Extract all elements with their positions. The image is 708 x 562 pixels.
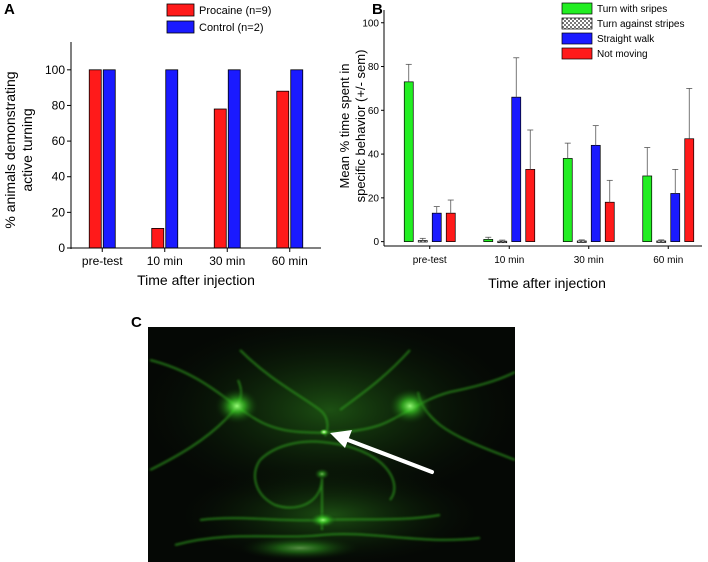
legend-label-not-moving: Not moving — [597, 49, 648, 60]
panel-label-c: C — [131, 314, 142, 331]
x-axis-title-a: Time after injection — [137, 272, 255, 288]
bar-not-moving-pre-test — [445, 212, 456, 242]
bar-control-n-2-60-min — [290, 69, 304, 249]
bar-control-n-2-pre-test — [102, 69, 116, 249]
bar-not-moving-60-min — [684, 138, 695, 242]
labeled-neuron — [319, 428, 329, 436]
legend-b: Turn with sripes Turn against stripes Stra… — [561, 2, 684, 60]
x-tick-label-a-10-min: 10 min — [147, 254, 183, 268]
panel-label-a: A — [4, 1, 15, 18]
x-tick-label-a-30-min: 30 min — [209, 254, 245, 268]
x-tick-label-a-60-min: 60 min — [272, 254, 308, 268]
x-tick-label-b-pre-test: pre-test — [413, 255, 447, 266]
legend-swatch-straight-walk — [561, 32, 593, 45]
y-axis-title-a-line2: active turning — [19, 108, 35, 191]
y-tick-label-a: 80 — [52, 98, 66, 112]
legend-label-turn-against-stripes: Turn against stripes — [597, 19, 684, 30]
y-axis-title-b-line2: specific behavior (+/- sem) — [353, 50, 368, 203]
ticks-a: 0 20 40 60 80 100 pre-test 10 min 30 min 60 min — [45, 63, 308, 268]
legend-swatch-turn-with-sripes — [561, 2, 593, 15]
neuron-cluster-left — [215, 388, 259, 424]
legend-label-straight-walk: Straight walk — [597, 34, 655, 45]
ventral-glow — [309, 512, 337, 528]
legend-swatch-not-moving — [561, 47, 593, 60]
bar-procaine-n-9-10-min — [151, 227, 165, 249]
y-tick-label-b: 60 — [368, 106, 380, 117]
bar-straight-walk-pre-test — [431, 212, 442, 242]
y-tick-label-a: 40 — [52, 170, 66, 184]
y-tick-label-a: 0 — [58, 241, 65, 255]
legend-swatch-control-n-2 — [166, 20, 195, 34]
ticks-b: 0 20 40 60 80 100 pre-test 10 min 30 min 60 min — [362, 18, 683, 266]
legend-swatch-turn-against-stripes — [561, 17, 593, 30]
panel-label-b: B — [372, 1, 383, 18]
bar-turn-with-sripes-30-min — [562, 158, 573, 242]
bar-straight-walk-10-min — [511, 96, 522, 242]
lower-glow — [240, 536, 360, 560]
y-axis-title-b-line1: Mean % time spent in — [337, 63, 352, 188]
legend-label-control-n-2: Control (n=2) — [199, 22, 264, 34]
x-tick-label-b-30-min: 30 min — [574, 255, 604, 266]
y-tick-label-b: 0 — [373, 237, 379, 248]
bar-turn-with-sripes-10-min — [483, 239, 494, 242]
legend-label-turn-with-sripes: Turn with sripes — [597, 4, 667, 15]
bar-turn-against-stripes-30-min — [576, 240, 587, 243]
chart-b: Turn with sripes Turn against stripes Stra… — [337, 2, 702, 291]
midline-glow — [314, 468, 330, 480]
bar-procaine-n-9-30-min — [213, 108, 227, 249]
bar-straight-walk-30-min — [590, 144, 601, 242]
chart-a: Procaine (n=9) Control (n=2) 0 20 40 60 80 100… — [2, 3, 321, 288]
bars-a — [88, 69, 304, 249]
arrow-icon — [330, 430, 434, 474]
bar-control-n-2-10-min — [165, 69, 179, 249]
bar-control-n-2-30-min — [227, 69, 241, 249]
y-tick-label-b: 100 — [362, 18, 379, 29]
bar-turn-against-stripes-10-min — [497, 240, 508, 244]
y-tick-label-b: 40 — [368, 150, 380, 161]
legend-swatch-procaine-n-9 — [166, 3, 195, 17]
bar-turn-with-sripes-60-min — [642, 175, 653, 242]
tissue-glow — [148, 327, 515, 505]
y-axis-title-a-line1: % animals demonstrating — [2, 71, 18, 228]
bar-turn-against-stripes-60-min — [656, 240, 667, 243]
y-tick-label-b: 80 — [368, 62, 380, 73]
neuron-cluster-right — [388, 388, 432, 424]
bar-not-moving-10-min — [525, 169, 536, 242]
y-tick-label-a: 100 — [45, 63, 65, 77]
x-axis-title-b: Time after injection — [488, 275, 606, 291]
bar-turn-against-stripes-pre-test — [417, 240, 428, 243]
bar-straight-walk-60-min — [670, 193, 681, 242]
y-tick-label-a: 20 — [52, 205, 66, 219]
bar-not-moving-30-min — [604, 201, 615, 242]
bar-turn-with-sripes-pre-test — [403, 81, 414, 242]
legend-label-procaine-n-9: Procaine (n=9) — [199, 5, 271, 17]
legend-a: Procaine (n=9) Control (n=2) — [166, 3, 271, 34]
bar-procaine-n-9-pre-test — [88, 69, 102, 249]
x-tick-label-a-pre-test: pre-test — [82, 254, 123, 268]
bars-b — [403, 57, 695, 244]
y-tick-label-b: 20 — [368, 193, 380, 204]
y-tick-label-a: 60 — [52, 134, 66, 148]
x-tick-label-b-10-min: 10 min — [494, 255, 524, 266]
x-tick-label-b-60-min: 60 min — [653, 255, 683, 266]
fluorescence-micrograph — [148, 327, 515, 562]
bar-procaine-n-9-60-min — [276, 90, 290, 249]
